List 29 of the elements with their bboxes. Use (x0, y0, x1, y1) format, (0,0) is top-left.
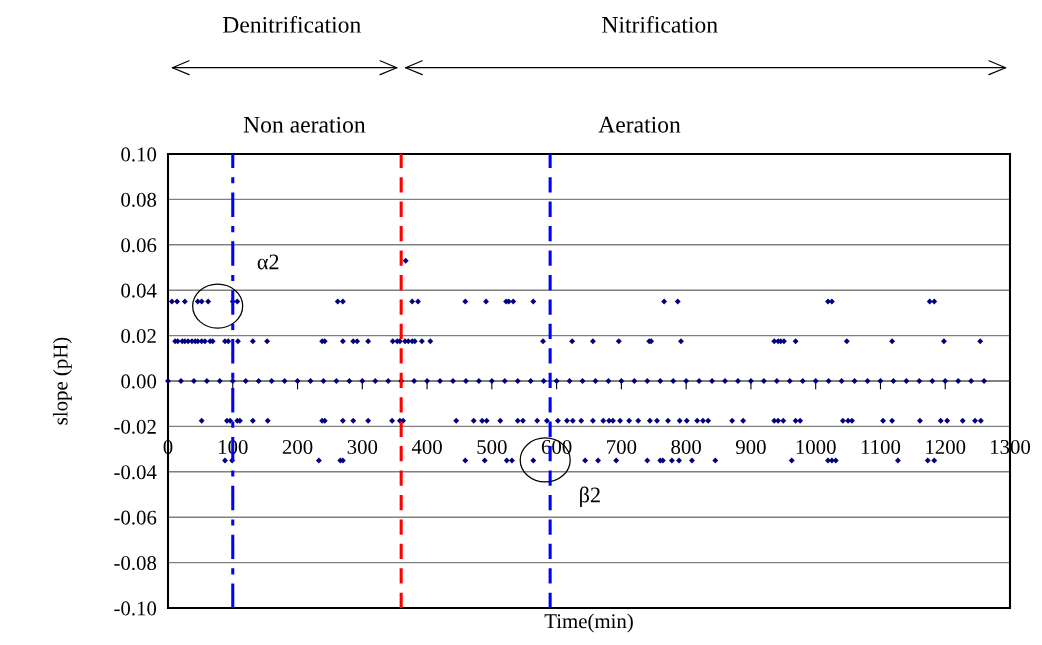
y-tick-label: 0.06 (121, 238, 157, 253)
x-tick-label: 800 (671, 439, 701, 454)
x-axis-title: Time(min) (544, 613, 633, 633)
y-axis-title: slope (pH) (52, 337, 72, 425)
y-tick-label: -0.06 (114, 510, 157, 525)
y-tick-label: 0.02 (121, 328, 156, 344)
text: Non aeration (243, 116, 366, 133)
y-tick-label: 0.04 (121, 283, 157, 298)
y-tick-label: 0.10 (121, 147, 157, 162)
x-tick-label: 1000 (796, 439, 836, 454)
annotation: α2 (257, 254, 279, 270)
y-tick-label: -0.08 (114, 555, 157, 571)
y-tick-label: -0.04 (114, 465, 157, 480)
text: Aeration (598, 116, 681, 133)
x-tick-label: 500 (477, 439, 507, 454)
text: Nitrification (602, 15, 718, 33)
annotation: β2 (580, 486, 600, 507)
x-tick-label: 900 (735, 439, 766, 454)
x-tick-label: 300 (347, 439, 378, 454)
text: Denitrification (222, 15, 361, 33)
y-tick-label: -0.10 (114, 601, 157, 616)
y-tick-label: 0.08 (121, 192, 157, 207)
x-tick-label: 400 (411, 439, 442, 454)
y-tick-label: -0.02 (114, 419, 156, 434)
x-tick-label: 1200 (926, 439, 966, 454)
y-tick-label: 0.00 (121, 374, 157, 389)
x-tick-label: 1100 (861, 439, 901, 454)
x-tick-label: 200 (282, 439, 313, 454)
x-tick-label: 700 (607, 439, 637, 454)
